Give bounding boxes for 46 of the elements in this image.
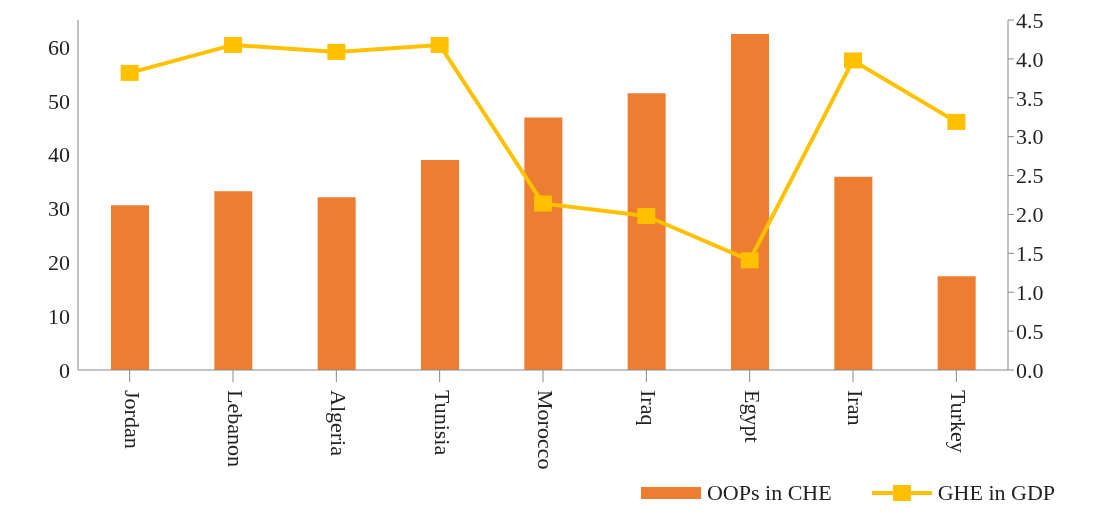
- legend-label: OOPs in CHE: [706, 480, 832, 506]
- y-tick-label: 10: [48, 303, 70, 329]
- y-tick-label: 30: [48, 196, 70, 222]
- x-tick-label: Egypt: [739, 390, 765, 443]
- x-tick-label: Iraq: [636, 390, 662, 426]
- bar: [731, 34, 769, 370]
- x-tick-label: Algeria: [326, 390, 352, 457]
- bar: [214, 191, 253, 370]
- bar: [524, 117, 563, 370]
- y-tick-label: 40: [48, 142, 70, 168]
- bar: [834, 176, 873, 370]
- y-tick-label: 0: [59, 357, 70, 383]
- y2-tick-label: 2.0: [1016, 202, 1044, 228]
- bar: [317, 197, 356, 370]
- x-tick-label: Morocco: [532, 390, 558, 470]
- bar: [421, 160, 459, 370]
- y-tick-label: 20: [48, 250, 70, 276]
- y2-tick-label: 1.5: [1016, 241, 1044, 267]
- x-tick-label: Jordan: [119, 390, 145, 449]
- y-tick-label: 50: [48, 88, 70, 114]
- bar: [937, 276, 976, 370]
- bar: [627, 93, 666, 370]
- x-tick-label: Iran: [842, 390, 868, 426]
- point: [120, 64, 139, 81]
- point: [947, 113, 966, 130]
- legend-label: GHE in GDP: [937, 480, 1056, 506]
- y2-tick-label: 4.0: [1016, 46, 1044, 72]
- point: [534, 195, 552, 212]
- y-tick-label: 60: [48, 34, 70, 60]
- point: [430, 36, 449, 53]
- point: [740, 252, 759, 269]
- y2-tick-label: 0.0: [1016, 357, 1044, 383]
- point: [844, 52, 862, 69]
- point: [637, 208, 656, 224]
- y2-tick-label: 0.5: [1016, 318, 1044, 344]
- point: [224, 36, 242, 53]
- bar: [111, 205, 149, 370]
- y2-tick-label: 2.5: [1016, 163, 1044, 189]
- x-tick-label: Turkey: [946, 390, 972, 453]
- y2-tick-label: 4.5: [1016, 7, 1044, 33]
- y2-tick-label: 3.0: [1016, 124, 1044, 150]
- y2-tick-label: 1.0: [1016, 280, 1044, 306]
- point: [327, 43, 346, 60]
- y2-tick-label: 3.5: [1016, 85, 1044, 111]
- x-tick-label: Lebanon: [222, 390, 248, 467]
- x-tick-label: Tunisia: [429, 390, 455, 456]
